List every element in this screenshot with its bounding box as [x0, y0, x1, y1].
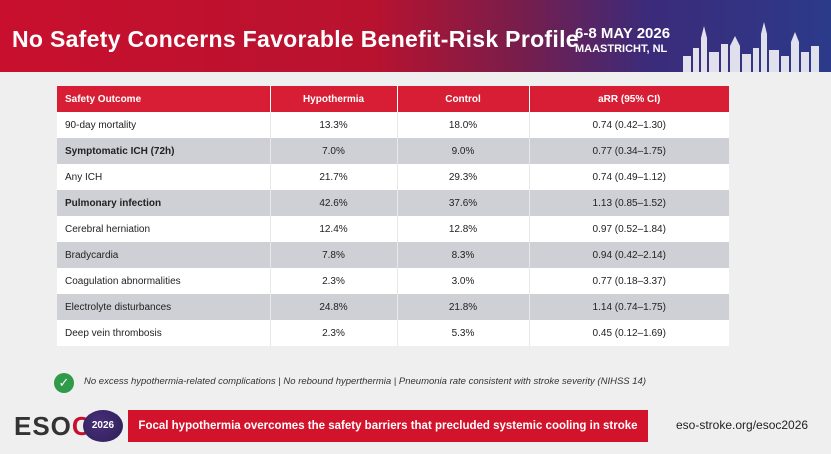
cell-outcome: Coagulation abnormalities [57, 268, 271, 294]
cell-control: 21.8% [397, 294, 530, 320]
cell-hypothermia: 21.7% [270, 164, 398, 190]
cell-outcome: Symptomatic ICH (72h) [57, 138, 271, 164]
table-row: Coagulation abnormalities 2.3% 3.0% 0.77… [57, 268, 729, 294]
summary-note-text: No excess hypothermia-related complicati… [84, 376, 646, 387]
cell-hypothermia: 7.0% [270, 138, 398, 164]
city-skyline-icon [683, 22, 819, 72]
cell-hypothermia: 42.6% [270, 190, 398, 216]
key-message-callout: Focal hypothermia overcomes the safety b… [128, 410, 648, 442]
cell-outcome: Any ICH [57, 164, 271, 190]
conference-date: 6-8 MAY 2026 [575, 25, 671, 42]
cell-control: 9.0% [397, 138, 530, 164]
cell-control: 29.3% [397, 164, 530, 190]
header-arr: aRR (95% CI) [529, 86, 729, 112]
table-row: Cerebral herniation 12.4% 12.8% 0.97 (0.… [57, 216, 729, 242]
cell-outcome: Pulmonary infection [57, 190, 271, 216]
cell-control: 8.3% [397, 242, 530, 268]
cell-control: 3.0% [397, 268, 530, 294]
cell-arr: 0.77 (0.34–1.75) [529, 138, 729, 164]
cell-outcome: Electrolyte disturbances [57, 294, 271, 320]
cell-control: 37.6% [397, 190, 530, 216]
table-row: Pulmonary infection 42.6% 37.6% 1.13 (0.… [57, 190, 729, 216]
cell-control: 12.8% [397, 216, 530, 242]
safety-outcomes-table: Safety Outcome Hypothermia Control aRR (… [57, 86, 729, 346]
cell-arr: 0.97 (0.52–1.84) [529, 216, 729, 242]
slide-title: No Safety Concerns Favorable Benefit-Ris… [12, 26, 579, 52]
footer: ESOC 2026 Focal hypothermia overcomes th… [0, 403, 831, 454]
cell-arr: 1.14 (0.74–1.75) [529, 294, 729, 320]
table-row: Symptomatic ICH (72h) 7.0% 9.0% 0.77 (0.… [57, 138, 729, 164]
cell-control: 5.3% [397, 320, 530, 346]
cell-arr: 0.45 (0.12–1.69) [529, 320, 729, 346]
header-hypothermia: Hypothermia [270, 86, 398, 112]
cell-hypothermia: 7.8% [270, 242, 398, 268]
cell-outcome: Deep vein thrombosis [57, 320, 271, 346]
cell-arr: 1.13 (0.85–1.52) [529, 190, 729, 216]
table-row: Any ICH 21.7% 29.3% 0.74 (0.49–1.12) [57, 164, 729, 190]
esoc-logo: ESOC [14, 411, 92, 442]
table-header-row: Safety Outcome Hypothermia Control aRR (… [57, 86, 729, 112]
cell-outcome: Cerebral herniation [57, 216, 271, 242]
cell-hypothermia: 13.3% [270, 112, 398, 138]
cell-arr: 0.74 (0.49–1.12) [529, 164, 729, 190]
logo-text: ESO [14, 411, 72, 441]
table-row: 90-day mortality 13.3% 18.0% 0.74 (0.42–… [57, 112, 729, 138]
cell-hypothermia: 24.8% [270, 294, 398, 320]
year-badge: 2026 [83, 410, 123, 442]
cell-hypothermia: 2.3% [270, 320, 398, 346]
check-circle-icon: ✓ [54, 373, 74, 393]
header-safety-outcome: Safety Outcome [57, 86, 271, 112]
cell-outcome: 90-day mortality [57, 112, 271, 138]
cell-control: 18.0% [397, 112, 530, 138]
summary-note: ✓ No excess hypothermia-related complica… [54, 373, 794, 393]
cell-hypothermia: 12.4% [270, 216, 398, 242]
conference-location: MAASTRICHT, NL [575, 43, 668, 55]
cell-arr: 0.94 (0.42–2.14) [529, 242, 729, 268]
cell-arr: 0.74 (0.42–1.30) [529, 112, 729, 138]
cell-hypothermia: 2.3% [270, 268, 398, 294]
table-row: Bradycardia 7.8% 8.3% 0.94 (0.42–2.14) [57, 242, 729, 268]
title-banner: No Safety Concerns Favorable Benefit-Ris… [0, 0, 831, 72]
header-control: Control [397, 86, 530, 112]
cell-outcome: Bradycardia [57, 242, 271, 268]
table-row: Deep vein thrombosis 2.3% 5.3% 0.45 (0.1… [57, 320, 729, 346]
table-row: Electrolyte disturbances 24.8% 21.8% 1.1… [57, 294, 729, 320]
cell-arr: 0.77 (0.18–3.37) [529, 268, 729, 294]
website-url: eso-stroke.org/esoc2026 [676, 418, 809, 432]
